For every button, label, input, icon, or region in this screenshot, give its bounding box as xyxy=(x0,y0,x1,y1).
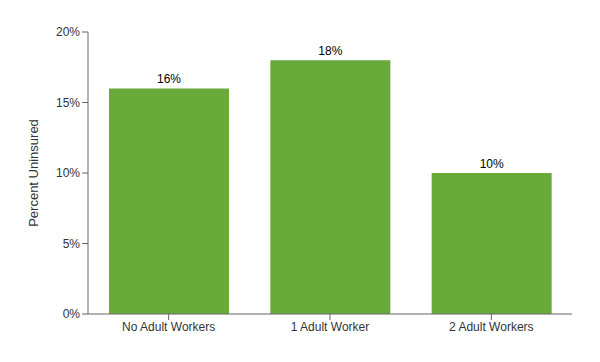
svg-text:0%: 0% xyxy=(63,307,81,321)
svg-text:5%: 5% xyxy=(63,237,81,251)
svg-text:15%: 15% xyxy=(56,96,80,110)
svg-text:No Adult Workers: No Adult Workers xyxy=(122,320,215,334)
svg-text:16%: 16% xyxy=(157,72,181,86)
svg-text:18%: 18% xyxy=(318,44,342,58)
svg-text:2 Adult Workers: 2 Adult Workers xyxy=(449,320,533,334)
svg-text:20%: 20% xyxy=(56,25,80,39)
svg-text:Percent Uninsured: Percent Uninsured xyxy=(26,119,41,227)
svg-text:10%: 10% xyxy=(480,157,504,171)
svg-text:10%: 10% xyxy=(56,166,80,180)
svg-text:1 Adult Worker: 1 Adult Worker xyxy=(291,320,369,334)
